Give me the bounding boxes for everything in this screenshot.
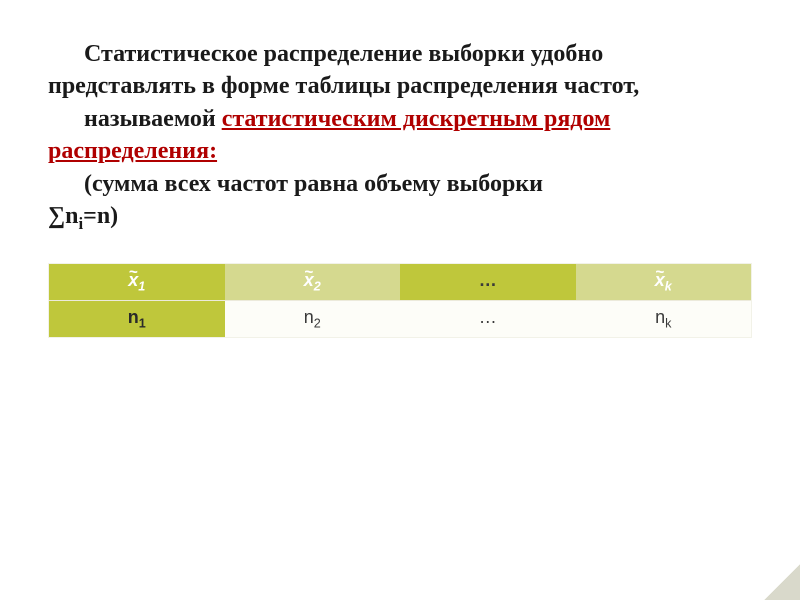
header-cell-ellipsis: …: [400, 264, 576, 300]
header-cell-x1: x1: [49, 264, 225, 300]
header-cell-x2: x2: [225, 264, 401, 300]
header-cell-xk: xk: [576, 264, 752, 300]
distribution-table: x1 x2 … xk n1 n2 … nk: [48, 263, 752, 337]
dc3: …: [479, 307, 497, 327]
hc3: …: [479, 270, 497, 290]
dc2-sub: 2: [314, 317, 321, 331]
data-cell-n1: n1: [49, 300, 225, 337]
p1-bold: Статистическое распределение выборки: [84, 41, 525, 67]
dc2-var: n: [304, 307, 314, 327]
hc1-sub: 1: [138, 280, 145, 294]
dc1-var: n: [128, 307, 139, 327]
hc2-sub: 2: [314, 280, 321, 294]
dc4-sub: k: [665, 317, 671, 331]
body-text: Статистическое распределение выборки удо…: [48, 38, 752, 235]
data-cell-ellipsis: …: [400, 300, 576, 337]
hc4-var: x: [655, 270, 665, 290]
p3-sum: ∑n: [48, 203, 78, 229]
dc1-sub: 1: [139, 317, 146, 331]
hc2-var: x: [304, 270, 314, 290]
paragraph-3: (сумма всех частот равна объему выборки …: [48, 168, 752, 236]
p3-eq: =n): [83, 203, 118, 229]
table-data-row: n1 n2 … nk: [49, 300, 751, 337]
paragraph-2: называемой статистическим дискретным ряд…: [48, 103, 752, 168]
hc1-var: x: [128, 270, 138, 290]
hc4-sub: k: [665, 280, 672, 294]
data-cell-n2: n2: [225, 300, 401, 337]
p2-lead: называемой: [84, 106, 222, 132]
page-corner-icon: [764, 564, 800, 600]
table-header-row: x1 x2 … xk: [49, 264, 751, 300]
data-cell-nk: nk: [576, 300, 752, 337]
p3-lead: (сумма всех частот равна объему выборки: [84, 171, 543, 197]
dc4-var: n: [655, 307, 665, 327]
slide: Статистическое распределение выборки удо…: [0, 0, 800, 600]
paragraph-1: Статистическое распределение выборки удо…: [48, 38, 752, 103]
